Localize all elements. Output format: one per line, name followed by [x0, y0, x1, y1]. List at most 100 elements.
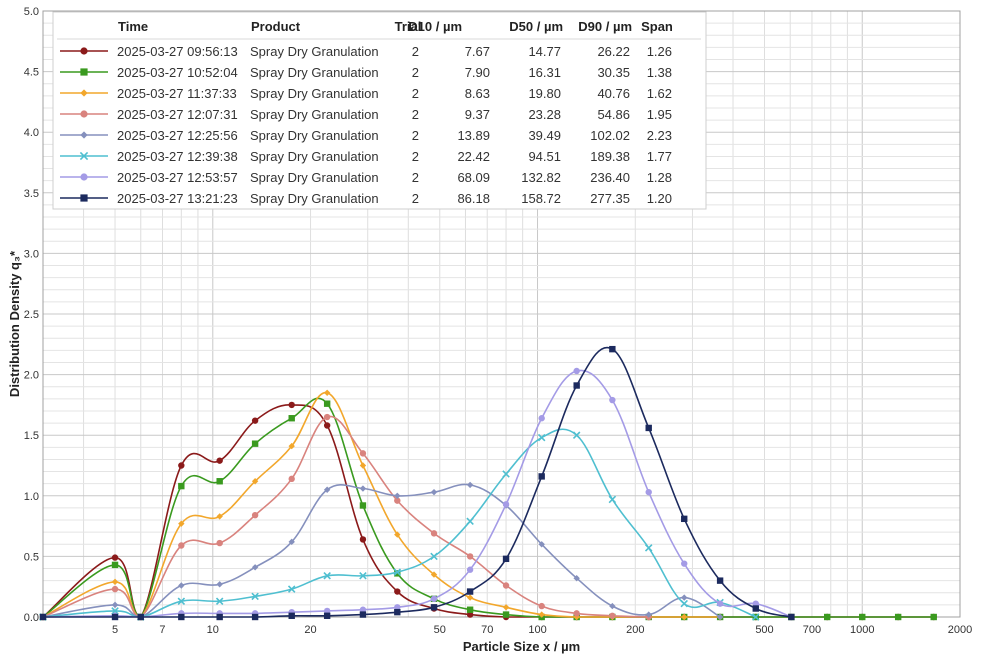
data-point: [788, 613, 795, 621]
series-line: [42, 397, 934, 618]
x-tick-label: 700: [803, 624, 821, 636]
data-point: [79, 151, 89, 161]
data-point: [502, 582, 510, 589]
legend-d10: 8.63: [465, 86, 490, 101]
data-point: [111, 554, 119, 561]
legend-d90: 189.38: [590, 149, 630, 164]
y-axis-title: Distribution Density q₃*: [7, 250, 22, 397]
data-point: [466, 481, 474, 489]
legend-time: 2025-03-27 09:56:13: [117, 44, 238, 59]
series-4: [39, 413, 652, 621]
data-point: [502, 501, 510, 508]
data-point: [608, 495, 617, 504]
data-point: [177, 597, 186, 606]
data-point: [573, 575, 580, 582]
legend-d50: 39.49: [528, 128, 561, 143]
data-point: [466, 611, 474, 618]
legend-product: Spray Dry Granulation: [250, 86, 379, 101]
data-point: [80, 173, 88, 181]
legend-trial: 2: [412, 149, 419, 164]
legend-header: Product: [251, 19, 301, 34]
legend-trial: 2: [412, 107, 419, 122]
data-point: [681, 613, 688, 621]
data-point: [430, 552, 438, 561]
data-point: [359, 572, 367, 580]
data-point: [359, 450, 367, 457]
data-point: [323, 612, 331, 619]
data-point: [359, 611, 367, 618]
data-point: [752, 600, 759, 607]
data-point: [609, 602, 616, 610]
legend-product: Spray Dry Granulation: [250, 44, 379, 59]
legend-time: 2025-03-27 12:39:38: [117, 149, 238, 164]
x-tick-label: 7: [159, 624, 165, 636]
legend-row: 2025-03-27 13:21:23 Spray Dry Granulation…: [60, 191, 672, 206]
data-point: [39, 613, 47, 621]
data-point: [288, 612, 295, 619]
legend-span: 1.95: [647, 107, 672, 122]
data-point: [323, 413, 331, 421]
data-point: [502, 611, 510, 618]
data-point: [538, 602, 545, 610]
legend-product: Spray Dry Granulation: [250, 191, 379, 206]
y-tick-label: 4.5: [24, 67, 39, 79]
data-point: [216, 457, 223, 464]
data-point: [80, 194, 88, 202]
legend-d50: 19.80: [528, 86, 561, 101]
y-tick-label: 2.5: [24, 309, 39, 321]
data-point: [359, 485, 367, 492]
legend-d10: 68.09: [457, 170, 490, 185]
data-point: [288, 442, 295, 450]
data-point: [111, 607, 119, 615]
data-point: [323, 389, 331, 396]
data-point: [681, 560, 688, 567]
data-point: [178, 462, 185, 469]
data-point: [323, 572, 331, 580]
data-point: [393, 568, 402, 576]
data-point: [359, 536, 367, 543]
data-point: [573, 382, 580, 389]
legend-d50: 23.28: [528, 107, 561, 122]
x-tick-label: 2000: [948, 624, 972, 636]
y-tick-label: 4.0: [24, 127, 39, 139]
legend-row: 2025-03-27 12:25:56 Spray Dry Granulation…: [60, 128, 672, 143]
data-point: [394, 588, 401, 595]
legend-span: 1.77: [647, 149, 672, 164]
data-point: [287, 585, 296, 593]
data-point: [538, 473, 545, 480]
y-tick-label: 0.5: [24, 551, 39, 563]
data-point: [251, 417, 259, 424]
legend-box: [52, 11, 707, 210]
legend-trial: 2: [412, 170, 419, 185]
data-point: [288, 415, 295, 422]
data-point: [609, 345, 616, 353]
data-point: [323, 607, 331, 615]
data-point: [251, 511, 259, 519]
data-point: [323, 422, 331, 429]
data-point: [894, 613, 902, 621]
data-point: [716, 577, 724, 584]
legend-product: Spray Dry Granulation: [250, 149, 379, 164]
data-point: [288, 475, 295, 483]
legend-header: Span: [641, 19, 673, 34]
data-point: [502, 470, 510, 478]
data-point: [80, 47, 88, 55]
x-tick-label: 1000: [850, 624, 874, 636]
data-point: [573, 367, 580, 375]
legend-time: 2025-03-27 13:21:23: [117, 191, 238, 206]
data-point: [430, 571, 438, 578]
y-tick-label: 3.0: [24, 248, 39, 260]
data-point: [394, 531, 401, 538]
data-point: [288, 401, 295, 409]
data-point: [645, 488, 652, 496]
legend-time: 2025-03-27 11:37:33: [117, 86, 237, 101]
data-point: [466, 517, 474, 526]
data-point: [216, 581, 223, 588]
data-point: [430, 530, 438, 537]
x-axis-title: Particle Size x / µm: [463, 639, 580, 654]
data-point: [178, 520, 185, 527]
data-point: [680, 599, 688, 608]
legend-d50: 16.31: [528, 65, 561, 80]
axes: 0.0 0.5 1.0 1.5 2.0 2.5 3.0 3.5 4.0 4.5 5.0 5 7 10 20 5…: [7, 6, 972, 654]
legend-d90: 40.76: [597, 86, 630, 101]
